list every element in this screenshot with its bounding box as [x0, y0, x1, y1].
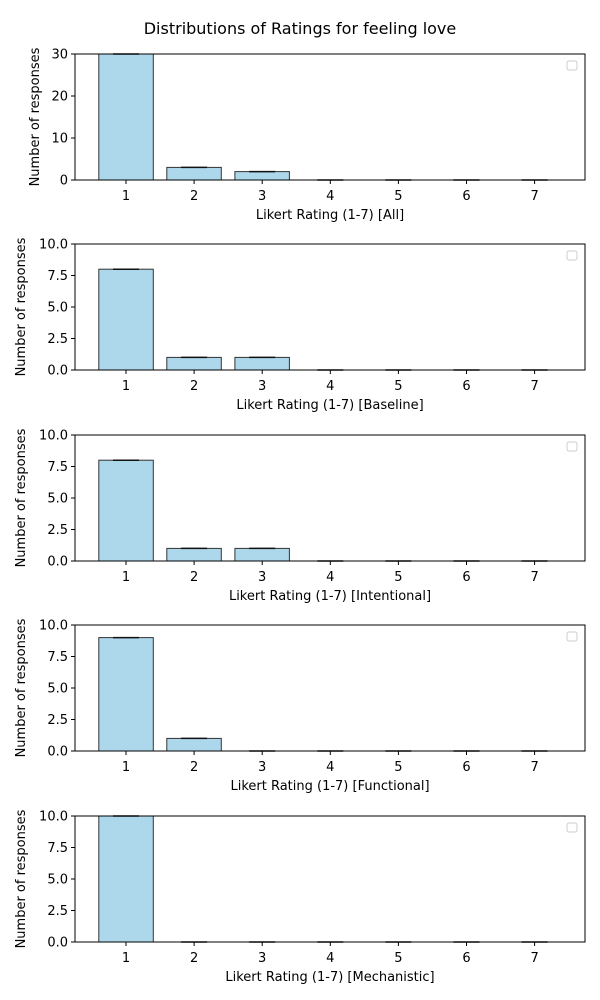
chart-panel-3: 0.0 2.5 5.0 7.5 10.0 1 2 3 4 5 6 7 Likert Rating (1-… [14, 428, 586, 604]
chart-panel-5: 0.0 2.5 5.0 7.5 10.0 1 2 3 4 5 6 7 Likert Rating (1-… [14, 809, 586, 985]
bar-3 [234, 171, 290, 181]
y-tick-label: 5.0 [47, 301, 68, 316]
x-tick-label: 3 [258, 379, 266, 394]
x-axis-label: Likert Rating (1-7) [Baseline] [236, 398, 423, 413]
y-tick-label: 5.0 [47, 873, 68, 888]
figure-title: Distributions of Ratings for feeling lov… [144, 19, 457, 38]
x-tick-label: 4 [326, 760, 334, 775]
x-tick-label: 5 [394, 379, 402, 394]
x-tick-label: 3 [258, 760, 266, 775]
legend-box [566, 441, 578, 452]
legend-box [566, 631, 578, 642]
x-tick-label: 3 [258, 570, 266, 585]
x-tick-label: 4 [326, 570, 334, 585]
chart-panel-2: 0.0 2.5 5.0 7.5 10.0 1 2 3 4 5 6 7 Likert Rating (1-… [14, 237, 586, 413]
bar-1 [98, 53, 154, 181]
x-axis-label: Likert Rating (1-7) [Mechanistic] [225, 970, 434, 985]
bar-1 [98, 268, 154, 371]
y-tick-label: 7.5 [47, 460, 68, 475]
bar-3 [234, 356, 290, 371]
x-tick-label: 6 [462, 379, 470, 394]
chart-panels: 0 10 20 30 1 2 3 4 5 6 7 Likert Rating (1-7) [All] N… [14, 47, 586, 985]
chart-panel-1: 0 10 20 30 1 2 3 4 5 6 7 Likert Rating (1-7) [All] N… [28, 47, 586, 223]
x-tick-label: 7 [530, 760, 538, 775]
x-tick-label: 4 [326, 379, 334, 394]
y-tick-label: 2.5 [47, 523, 68, 538]
x-tick-label: 2 [190, 760, 198, 775]
x-tick-label: 2 [190, 951, 198, 966]
y-axis-label: Number of responses [28, 47, 43, 186]
y-axis-label: Number of responses [14, 618, 29, 757]
x-tick-label: 6 [462, 760, 470, 775]
y-tick-label: 0.0 [47, 745, 68, 760]
x-tick-label: 7 [530, 379, 538, 394]
x-axis-label: Likert Rating (1-7) [Intentional] [229, 589, 431, 604]
y-axis-label: Number of responses [14, 428, 29, 567]
bar-2 [166, 356, 222, 371]
x-tick-label: 5 [394, 189, 402, 204]
x-tick-label: 1 [122, 951, 130, 966]
y-tick-label: 0.0 [47, 555, 68, 570]
x-tick-label: 5 [394, 760, 402, 775]
y-tick-label: 2.5 [47, 904, 68, 919]
x-tick-label: 1 [122, 760, 130, 775]
x-tick-label: 1 [122, 189, 130, 204]
y-tick-label: 10.0 [39, 429, 68, 444]
y-tick-label: 10.0 [39, 619, 68, 634]
x-tick-label: 2 [190, 189, 198, 204]
bar-2 [166, 166, 222, 181]
bar-1 [98, 815, 154, 943]
y-tick-label: 10.0 [39, 238, 68, 253]
x-tick-label: 5 [394, 570, 402, 585]
y-tick-label: 30 [51, 48, 68, 63]
bar-2 [166, 737, 222, 752]
bar-2 [166, 547, 222, 562]
x-tick-label: 7 [530, 189, 538, 204]
y-axis-label: Number of responses [14, 237, 29, 376]
y-tick-label: 7.5 [47, 841, 68, 856]
legend-box [566, 60, 578, 71]
y-tick-label: 10.0 [39, 810, 68, 825]
bar-1 [98, 459, 154, 562]
x-tick-label: 6 [462, 951, 470, 966]
x-tick-label: 5 [394, 951, 402, 966]
y-tick-label: 10 [51, 132, 68, 147]
bar-1 [98, 637, 154, 752]
x-tick-label: 6 [462, 189, 470, 204]
y-tick-label: 20 [51, 90, 68, 105]
y-tick-label: 2.5 [47, 713, 68, 728]
x-tick-label: 2 [190, 570, 198, 585]
x-tick-label: 7 [530, 570, 538, 585]
y-tick-label: 2.5 [47, 332, 68, 347]
x-tick-label: 3 [258, 951, 266, 966]
x-tick-label: 3 [258, 189, 266, 204]
x-tick-label: 7 [530, 951, 538, 966]
y-tick-label: 7.5 [47, 650, 68, 665]
y-tick-label: 7.5 [47, 269, 68, 284]
x-tick-label: 4 [326, 951, 334, 966]
x-tick-label: 1 [122, 570, 130, 585]
legend-box [566, 250, 578, 261]
legend-box [566, 822, 578, 833]
bar-3 [234, 547, 290, 562]
x-tick-label: 1 [122, 379, 130, 394]
x-axis-label: Likert Rating (1-7) [Functional] [230, 779, 429, 794]
x-tick-label: 6 [462, 570, 470, 585]
y-tick-label: 0 [60, 174, 68, 189]
chart-panel-4: 0.0 2.5 5.0 7.5 10.0 1 2 3 4 5 6 7 Likert Rating (1-… [14, 618, 586, 794]
x-tick-label: 2 [190, 379, 198, 394]
x-axis-label: Likert Rating (1-7) [All] [256, 208, 404, 223]
y-tick-label: 5.0 [47, 682, 68, 697]
y-axis-label: Number of responses [14, 809, 29, 948]
y-tick-label: 0.0 [47, 936, 68, 951]
x-tick-label: 4 [326, 189, 334, 204]
y-tick-label: 5.0 [47, 492, 68, 507]
y-tick-label: 0.0 [47, 364, 68, 379]
